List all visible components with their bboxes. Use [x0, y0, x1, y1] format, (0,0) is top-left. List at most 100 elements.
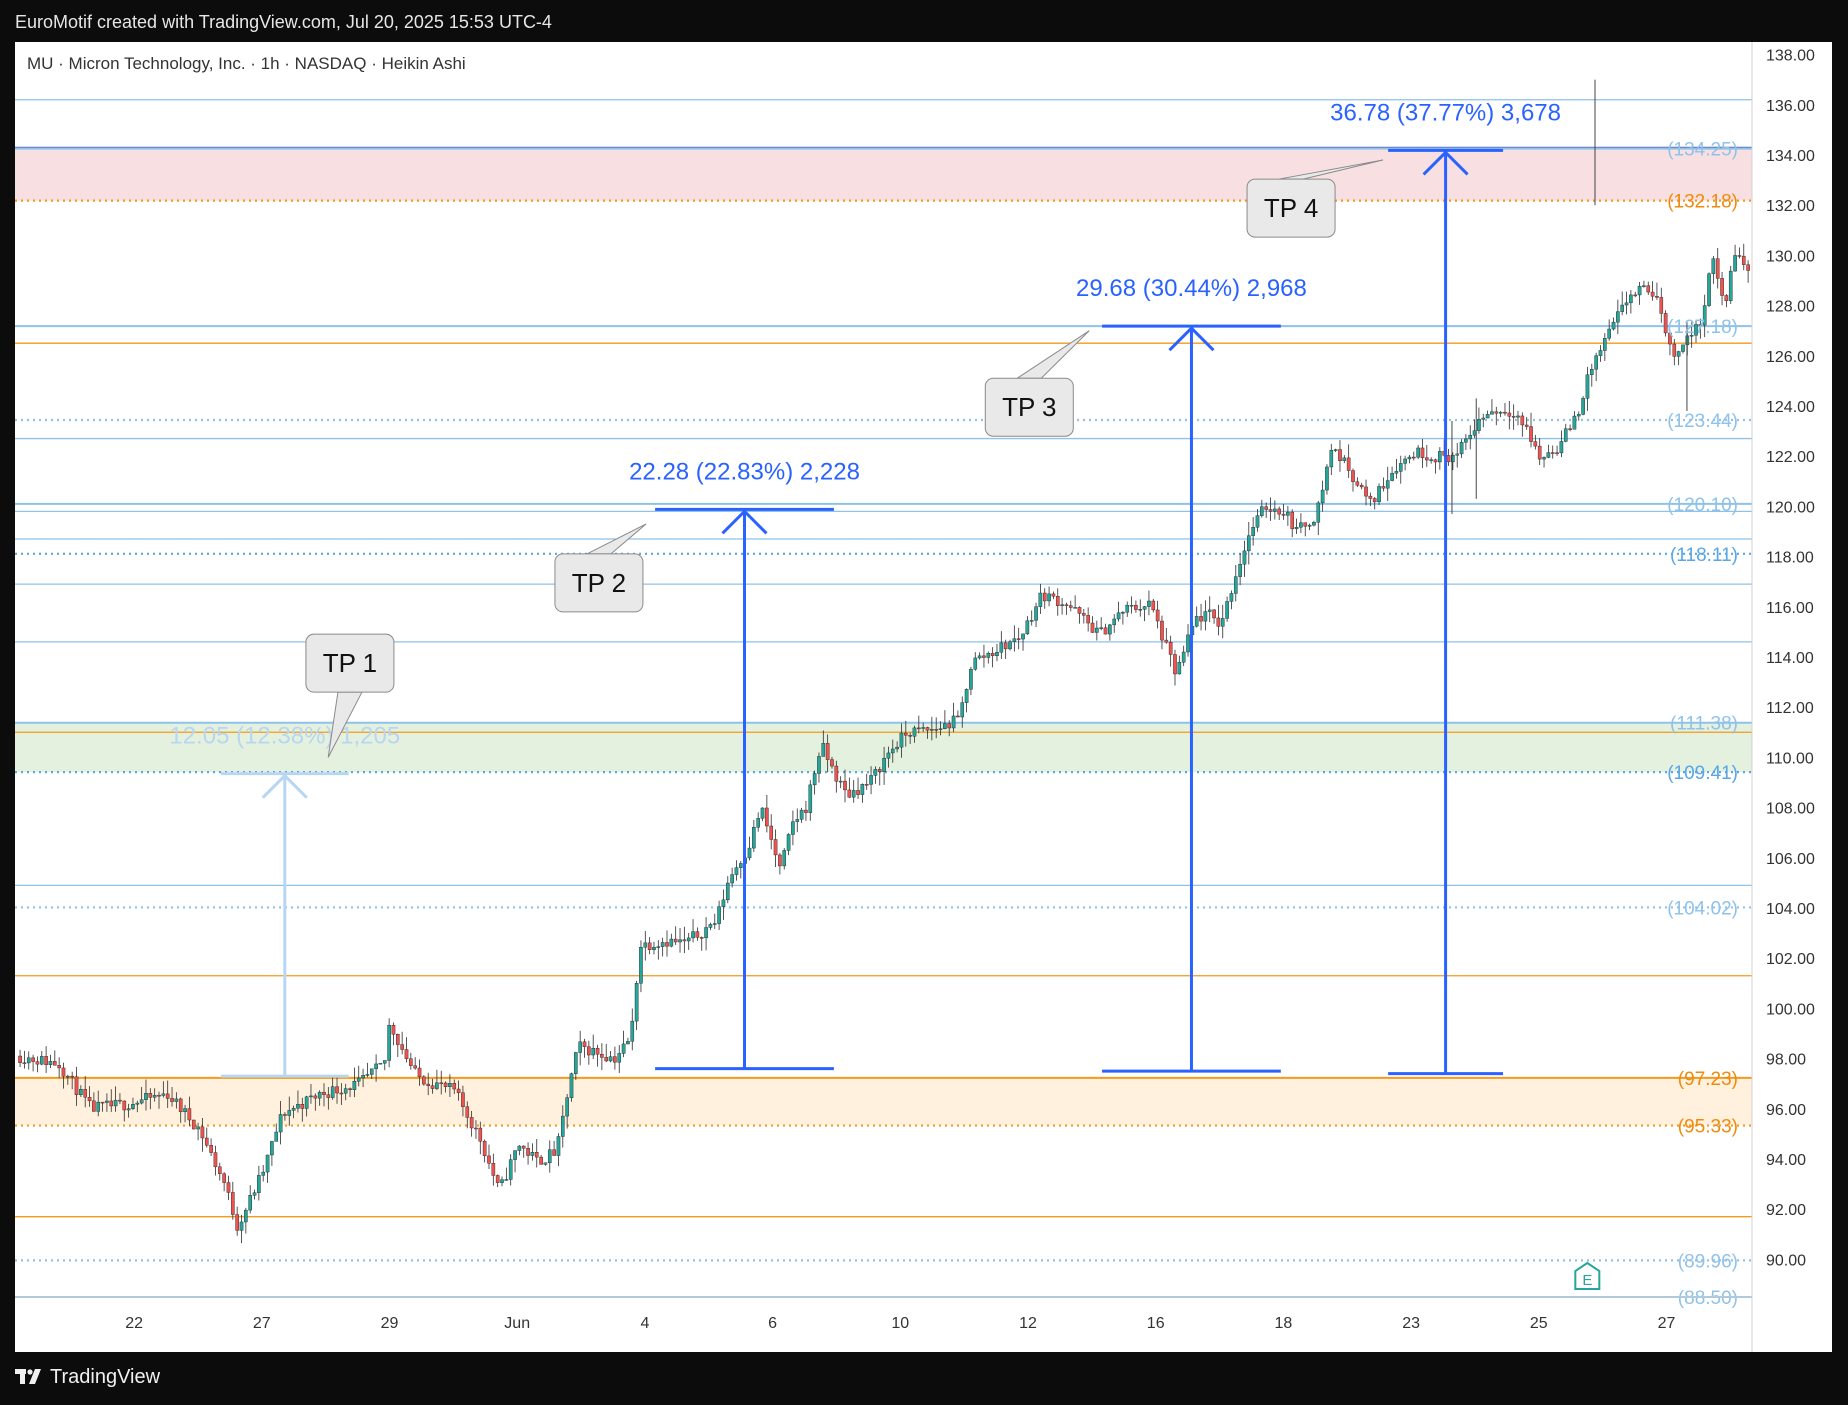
- candle-body: [1125, 604, 1130, 613]
- candle-body: [1108, 624, 1112, 635]
- callout-tp3[interactable]: TP 3: [984, 330, 1090, 437]
- candle-body: [1433, 459, 1438, 463]
- candle: [526, 1142, 530, 1165]
- candle-body: [587, 1046, 591, 1056]
- candle: [1607, 319, 1611, 341]
- candle: [951, 702, 956, 733]
- candle: [204, 1127, 209, 1148]
- candle: [1138, 599, 1143, 617]
- candle-body: [22, 1062, 27, 1064]
- measure-tp1[interactable]: 12.05 (12.38%) 1,205 TP 1: [169, 633, 400, 1078]
- candle-body: [1650, 291, 1655, 297]
- candle-body: [217, 1166, 222, 1174]
- candle: [1590, 363, 1594, 387]
- candle: [105, 1093, 109, 1112]
- candle-body: [656, 946, 661, 948]
- candle-body: [456, 1088, 461, 1093]
- candle: [361, 1068, 365, 1088]
- date-tick-label: 29: [381, 1315, 399, 1332]
- candle-body: [248, 1194, 252, 1211]
- candle-body: [917, 727, 921, 730]
- candle-body: [1607, 328, 1611, 339]
- date-tick-label: 16: [1147, 1315, 1165, 1332]
- price-tick-label: 138.00: [1766, 48, 1815, 65]
- measure-arrow-head: [1422, 150, 1469, 176]
- candle-body: [1629, 294, 1633, 304]
- candle-body: [1702, 305, 1707, 326]
- candle: [1021, 633, 1025, 651]
- candle: [673, 926, 678, 946]
- candle-body: [1694, 324, 1698, 336]
- candle: [478, 1121, 483, 1155]
- candle: [1225, 596, 1229, 622]
- candle-body: [1029, 620, 1034, 622]
- candle-body: [1385, 480, 1390, 489]
- candle-body: [969, 668, 973, 690]
- callout-tp2[interactable]: TP 2: [554, 523, 647, 613]
- price-chart[interactable]: 12.05 (12.38%) 1,205 TP 1 22.28 (22.83%) 2…: [15, 42, 1832, 1352]
- candle: [391, 1022, 396, 1046]
- candle-body: [1576, 414, 1581, 417]
- candle-body: [1668, 332, 1672, 345]
- candle-body: [87, 1097, 92, 1102]
- candle-body: [712, 923, 717, 925]
- candle-body: [1590, 368, 1594, 375]
- candle: [222, 1172, 226, 1192]
- candle-body: [604, 1057, 609, 1062]
- measure-tp2[interactable]: 22.28 (22.83%) 2,228 TP 2: [554, 458, 860, 1071]
- candle: [1277, 506, 1281, 520]
- candle: [856, 777, 860, 799]
- candle-body: [204, 1137, 209, 1146]
- candle: [1012, 625, 1017, 652]
- candle: [617, 1045, 622, 1073]
- candle: [973, 652, 978, 671]
- candle-body: [1273, 508, 1277, 512]
- candle-body: [1242, 550, 1247, 565]
- candle: [1016, 627, 1021, 650]
- candle: [1576, 411, 1581, 421]
- candle: [1611, 317, 1616, 331]
- candle-body: [1307, 524, 1312, 527]
- candle-body: [1546, 452, 1551, 458]
- callout-tp4[interactable]: TP 4: [1246, 159, 1384, 238]
- measure-tp3[interactable]: 29.68 (30.44%) 2,968 TP 3: [984, 275, 1307, 1073]
- candle: [1455, 443, 1460, 468]
- candle: [1563, 423, 1568, 443]
- measure-label: 22.28 (22.83%) 2,228: [629, 458, 860, 485]
- candle-body: [74, 1076, 79, 1095]
- candle-body: [100, 1101, 105, 1104]
- candle-body: [1025, 620, 1030, 635]
- candle-body: [1047, 593, 1051, 602]
- measure-arrow-head: [261, 773, 308, 799]
- candle-body: [725, 882, 730, 901]
- measure-label: 36.78 (37.77%) 3,678: [1330, 99, 1561, 126]
- candle: [191, 1119, 196, 1130]
- earnings-marker[interactable]: E: [1574, 1261, 1601, 1290]
- candle-body: [317, 1091, 322, 1099]
- candle-body: [339, 1092, 344, 1095]
- candle: [851, 780, 856, 803]
- candle-body: [1312, 522, 1316, 526]
- candle-body: [196, 1126, 200, 1130]
- candle-body: [786, 834, 791, 851]
- candle: [960, 696, 965, 728]
- candle: [1060, 597, 1064, 615]
- candle-body: [92, 1100, 96, 1112]
- bottom-bar: [0, 1352, 1848, 1405]
- candle: [348, 1087, 352, 1098]
- candle-body: [1741, 255, 1746, 265]
- candle-body: [1090, 622, 1095, 633]
- callout-tp1[interactable]: TP 1: [305, 633, 395, 758]
- candle-body: [152, 1094, 157, 1098]
- measure-tp4[interactable]: 36.78 (37.77%) 3,678 TP 4: [1246, 99, 1561, 1076]
- candle: [239, 1214, 244, 1244]
- candle-body: [1529, 426, 1533, 442]
- candle: [148, 1088, 153, 1110]
- candle-body: [396, 1034, 400, 1045]
- date-tick-label: 25: [1530, 1315, 1548, 1332]
- price-tick-label: 90.00: [1766, 1252, 1806, 1269]
- candle-body: [183, 1108, 187, 1113]
- candle-body: [752, 827, 756, 849]
- candle-body: [1464, 438, 1468, 443]
- candle: [1160, 615, 1164, 650]
